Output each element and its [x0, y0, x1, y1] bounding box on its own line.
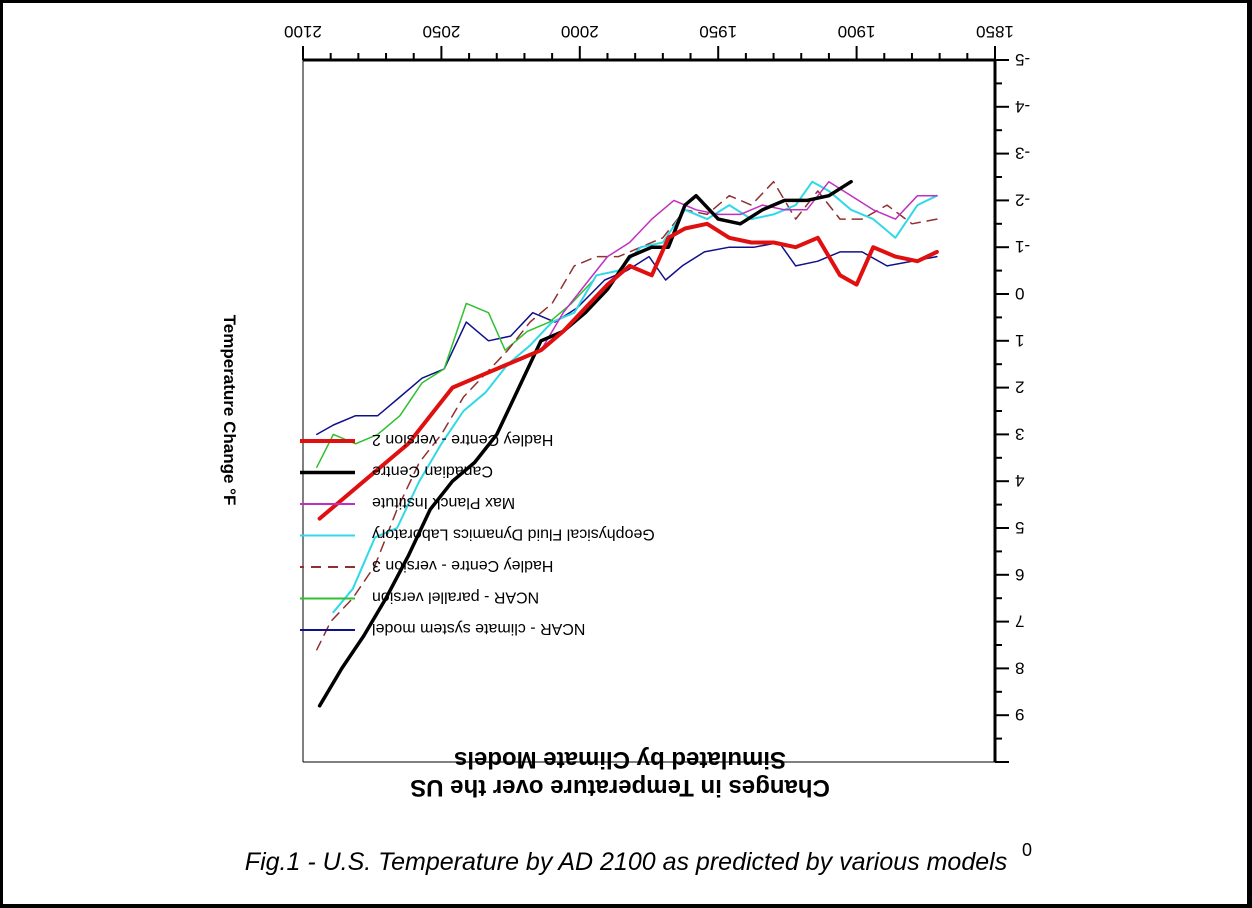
legend-label: Hadley Centre - version 3 — [372, 557, 554, 574]
y-tick-label: 3 — [1015, 424, 1024, 443]
x-tick-label: 1900 — [838, 22, 876, 41]
temperature-chart: 1850 1900 1950 2000 2050 2100 -5 -4 -3 -2 -1 0 1 2 3 4 5… — [220, 22, 1030, 801]
legend-label: Max Planck Institute — [372, 494, 515, 511]
series-line-canadian-centre — [317, 179, 853, 708]
y-tick-label: 5 — [1015, 518, 1024, 537]
x-tick-label: 2100 — [284, 22, 322, 41]
series-layer — [316, 179, 939, 708]
legend-label: Geophysical Fluid Dynamics Laboratory — [372, 526, 655, 543]
figure-caption: Fig.1 - U.S. Temperature by AD 2100 as p… — [244, 848, 1008, 876]
series-line-max-planck-institute — [496, 180, 938, 370]
y-tick-label: 4 — [1015, 471, 1024, 490]
chart-subtitle: Simulated by Climate Models — [454, 746, 786, 773]
rotated-chart-figure: 1850 1900 1950 2000 2050 2100 -5 -4 -3 -2 -1 0 1 2 3 4 5… — [8, 0, 1252, 801]
legend-label: Canadian Centre — [372, 463, 493, 480]
chart-title: Changes in Temperature over the US — [410, 774, 830, 800]
x-tick-label: 1950 — [699, 22, 737, 41]
y-tick-label: -1 — [1015, 237, 1030, 256]
legend-label: NCAR - climate system model — [372, 620, 585, 637]
y-axis-label: Temperature Change °F — [220, 315, 239, 506]
y-tick-label: 9 — [1015, 705, 1024, 724]
page-number: 0 — [1022, 840, 1033, 860]
border-bottom — [0, 904, 1252, 908]
series-line-ncar-climate-system-model — [316, 241, 938, 436]
border-top — [0, 0, 1252, 3]
border-left — [0, 0, 3, 908]
x-tick-label: 2000 — [561, 22, 599, 41]
y-tick-label: -4 — [1015, 97, 1030, 116]
series-line-hadley-centre-version-3 — [316, 180, 938, 651]
chart-legend: NCAR - climate system model NCAR - parall… — [300, 431, 655, 637]
legend-label: Hadley Centre - version 2 — [372, 431, 554, 448]
y-tick-label: 1 — [1015, 331, 1024, 350]
series-line-geophysical-fluid-dynamics-laboratory — [332, 180, 938, 614]
y-tick-label: -2 — [1015, 190, 1030, 209]
y-tick-label: 6 — [1015, 565, 1024, 584]
y-tick-label: 7 — [1015, 612, 1024, 631]
y-tick-label: 8 — [1015, 658, 1024, 677]
chart-axes: 1850 1900 1950 2000 2050 2100 -5 -4 -3 -2 -1 0 1 2 3 4 5… — [284, 22, 1030, 763]
series-line-ncar-parallel-version — [316, 279, 595, 468]
border-right — [1247, 0, 1252, 908]
y-tick-label: 0 — [1015, 284, 1024, 303]
series-line-hadley-centre-version-2 — [317, 221, 939, 521]
y-tick-label: -3 — [1015, 144, 1030, 163]
y-tick-label: -5 — [1015, 50, 1030, 69]
legend-label: NCAR - parallel version — [372, 589, 539, 606]
x-tick-label: 1850 — [976, 22, 1014, 41]
x-tick-label: 2050 — [422, 22, 460, 41]
y-tick-label: 2 — [1015, 378, 1024, 397]
